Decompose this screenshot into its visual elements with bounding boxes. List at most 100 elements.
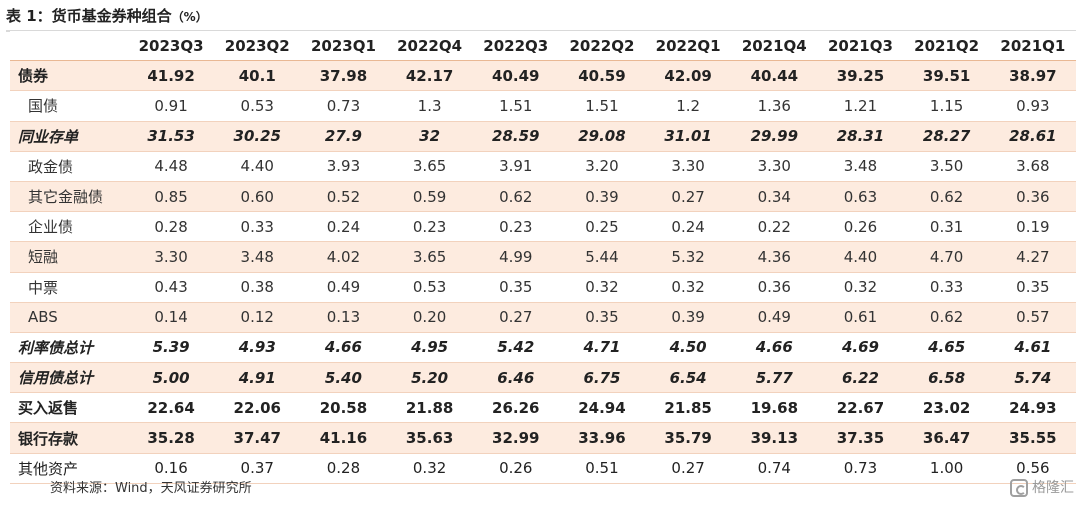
- table-cell: 5.44: [558, 241, 646, 273]
- table-cell: 0.39: [645, 302, 732, 333]
- table-cell: 0.52: [300, 181, 387, 213]
- table-cell: 0.12: [214, 302, 301, 333]
- table-cell: 39.25: [817, 60, 904, 92]
- table-cell: 0.85: [128, 181, 215, 213]
- table-row: ABS 0.14 0.12 0.13 0.20 0.27 0.35 0.39 0.49 0.61 0…: [10, 302, 1076, 333]
- table-cell: 4.48: [128, 151, 215, 182]
- table-cell: 0.13: [300, 302, 387, 333]
- table-cell: 0.36: [731, 272, 818, 303]
- table-cell: 3.30: [645, 151, 732, 182]
- table-cell: 5.20: [386, 362, 473, 394]
- table-cell: 4.61: [989, 332, 1076, 364]
- row-label: 银行存款: [10, 422, 128, 454]
- table-cell: 0.16: [128, 453, 215, 484]
- table-cell: 6.54: [645, 362, 732, 394]
- table-cell: 0.32: [558, 272, 646, 303]
- table-cell: 1.2: [645, 90, 732, 122]
- table-cell: 21.85: [645, 392, 732, 424]
- table-cell: 3.20: [558, 151, 646, 182]
- table-cell: 4.50: [645, 332, 732, 364]
- fund-holdings-table: 2023Q3 2023Q2 2023Q1 2022Q4 2022Q3 2022Q…: [10, 31, 1076, 484]
- table-cell: 4.69: [817, 332, 904, 364]
- table-cell: 42.09: [645, 60, 732, 92]
- row-label: 买入返售: [10, 392, 128, 424]
- header-row: 2023Q3 2023Q2 2023Q1 2022Q4 2022Q3 2022Q…: [10, 31, 1076, 62]
- table-cell: 0.20: [386, 302, 473, 333]
- table-cell: 0.61: [817, 302, 904, 333]
- table-cell: 0.51: [558, 453, 646, 484]
- table-cell: 5.74: [989, 362, 1076, 394]
- table-cell: 41.92: [128, 60, 215, 92]
- watermark-logo-icon: [1010, 479, 1028, 497]
- table-cell: 0.26: [472, 453, 559, 484]
- table-cell: 33.96: [558, 422, 646, 454]
- column-header: 2022Q3: [472, 31, 559, 62]
- table-cell: 4.71: [558, 332, 646, 364]
- table-cell: 19.68: [731, 392, 818, 424]
- table-cell: 3.30: [731, 151, 818, 182]
- table-cell: 40.44: [731, 60, 818, 92]
- table-cell: 0.62: [472, 181, 559, 213]
- table-cell: 4.40: [817, 241, 904, 273]
- table-cell: 0.93: [989, 90, 1076, 122]
- table-cell: 0.39: [558, 181, 646, 213]
- row-label: 债券: [10, 60, 128, 92]
- table-cell: 5.32: [645, 241, 732, 273]
- column-header: 2021Q3: [817, 31, 904, 62]
- watermark-text: 格隆汇: [1032, 480, 1074, 496]
- table-cell: 0.38: [214, 272, 301, 303]
- table-row: 买入返售 22.64 22.06 20.58 21.88 26.26 24.94 21.85 1…: [10, 392, 1076, 424]
- row-label: 企业债: [10, 211, 128, 243]
- table-cell: 29.99: [731, 121, 818, 152]
- table-cell: 32.99: [472, 422, 559, 454]
- table-cell: 31.53: [128, 121, 215, 152]
- column-header: 2023Q2: [214, 31, 301, 62]
- row-label: 短融: [10, 241, 128, 273]
- table-title: 表 1：货币基金券种组合（%）: [6, 3, 208, 29]
- table-cell: 0.56: [989, 453, 1076, 484]
- table-cell: 0.35: [558, 302, 646, 333]
- table-cell: 0.25: [558, 211, 646, 243]
- table-cell: 37.35: [817, 422, 904, 454]
- table-cell: 0.23: [386, 211, 473, 243]
- table-cell: 32: [386, 121, 473, 152]
- table-row: 其他资产 0.16 0.37 0.28 0.32 0.26 0.51 0.27 0.74 0.73…: [10, 453, 1076, 484]
- table-cell: 0.43: [128, 272, 215, 303]
- table-cell: 0.24: [300, 211, 387, 243]
- table-row: 中票 0.43 0.38 0.49 0.53 0.35 0.32 0.32 0.36 0.32 0.…: [10, 272, 1076, 303]
- table-cell: 4.70: [903, 241, 990, 273]
- table-cell: 28.31: [817, 121, 904, 152]
- table-cell: 0.14: [128, 302, 215, 333]
- table-cell: 23.02: [903, 392, 990, 424]
- table-cell: 0.63: [817, 181, 904, 213]
- table-cell: 0.91: [128, 90, 215, 122]
- table-cell: 4.40: [214, 151, 301, 182]
- table-cell: 0.37: [214, 453, 301, 484]
- row-label: 国债: [10, 90, 128, 122]
- watermark: 格隆汇: [1010, 477, 1074, 499]
- table-row: 银行存款 35.28 37.47 41.16 35.63 32.99 33.96 35.79 3…: [10, 422, 1076, 454]
- table-cell: 0.62: [903, 181, 990, 213]
- table-cell: 0.33: [903, 272, 990, 303]
- table-cell: 4.99: [472, 241, 559, 273]
- table-cell: 24.94: [558, 392, 646, 424]
- table-cell: 39.13: [731, 422, 818, 454]
- column-header: 2022Q4: [386, 31, 473, 62]
- table-cell: 30.25: [214, 121, 301, 152]
- table-cell: 0.35: [472, 272, 559, 303]
- column-header: 2021Q1: [989, 31, 1076, 62]
- table-cell: 5.39: [128, 332, 215, 364]
- table-cell: 0.28: [300, 453, 387, 484]
- row-label: 政金债: [10, 151, 128, 182]
- table-cell: 37.98: [300, 60, 387, 92]
- table-cell: 3.93: [300, 151, 387, 182]
- table-cell: 4.66: [300, 332, 387, 364]
- table-cell: 40.49: [472, 60, 559, 92]
- table-cell: 28.59: [472, 121, 559, 152]
- table-cell: 6.46: [472, 362, 559, 394]
- table-cell: 0.27: [472, 302, 559, 333]
- table-cell: 1.36: [731, 90, 818, 122]
- table-cell: 1.51: [558, 90, 646, 122]
- table-cell: 27.9: [300, 121, 387, 152]
- table-cell: 20.58: [300, 392, 387, 424]
